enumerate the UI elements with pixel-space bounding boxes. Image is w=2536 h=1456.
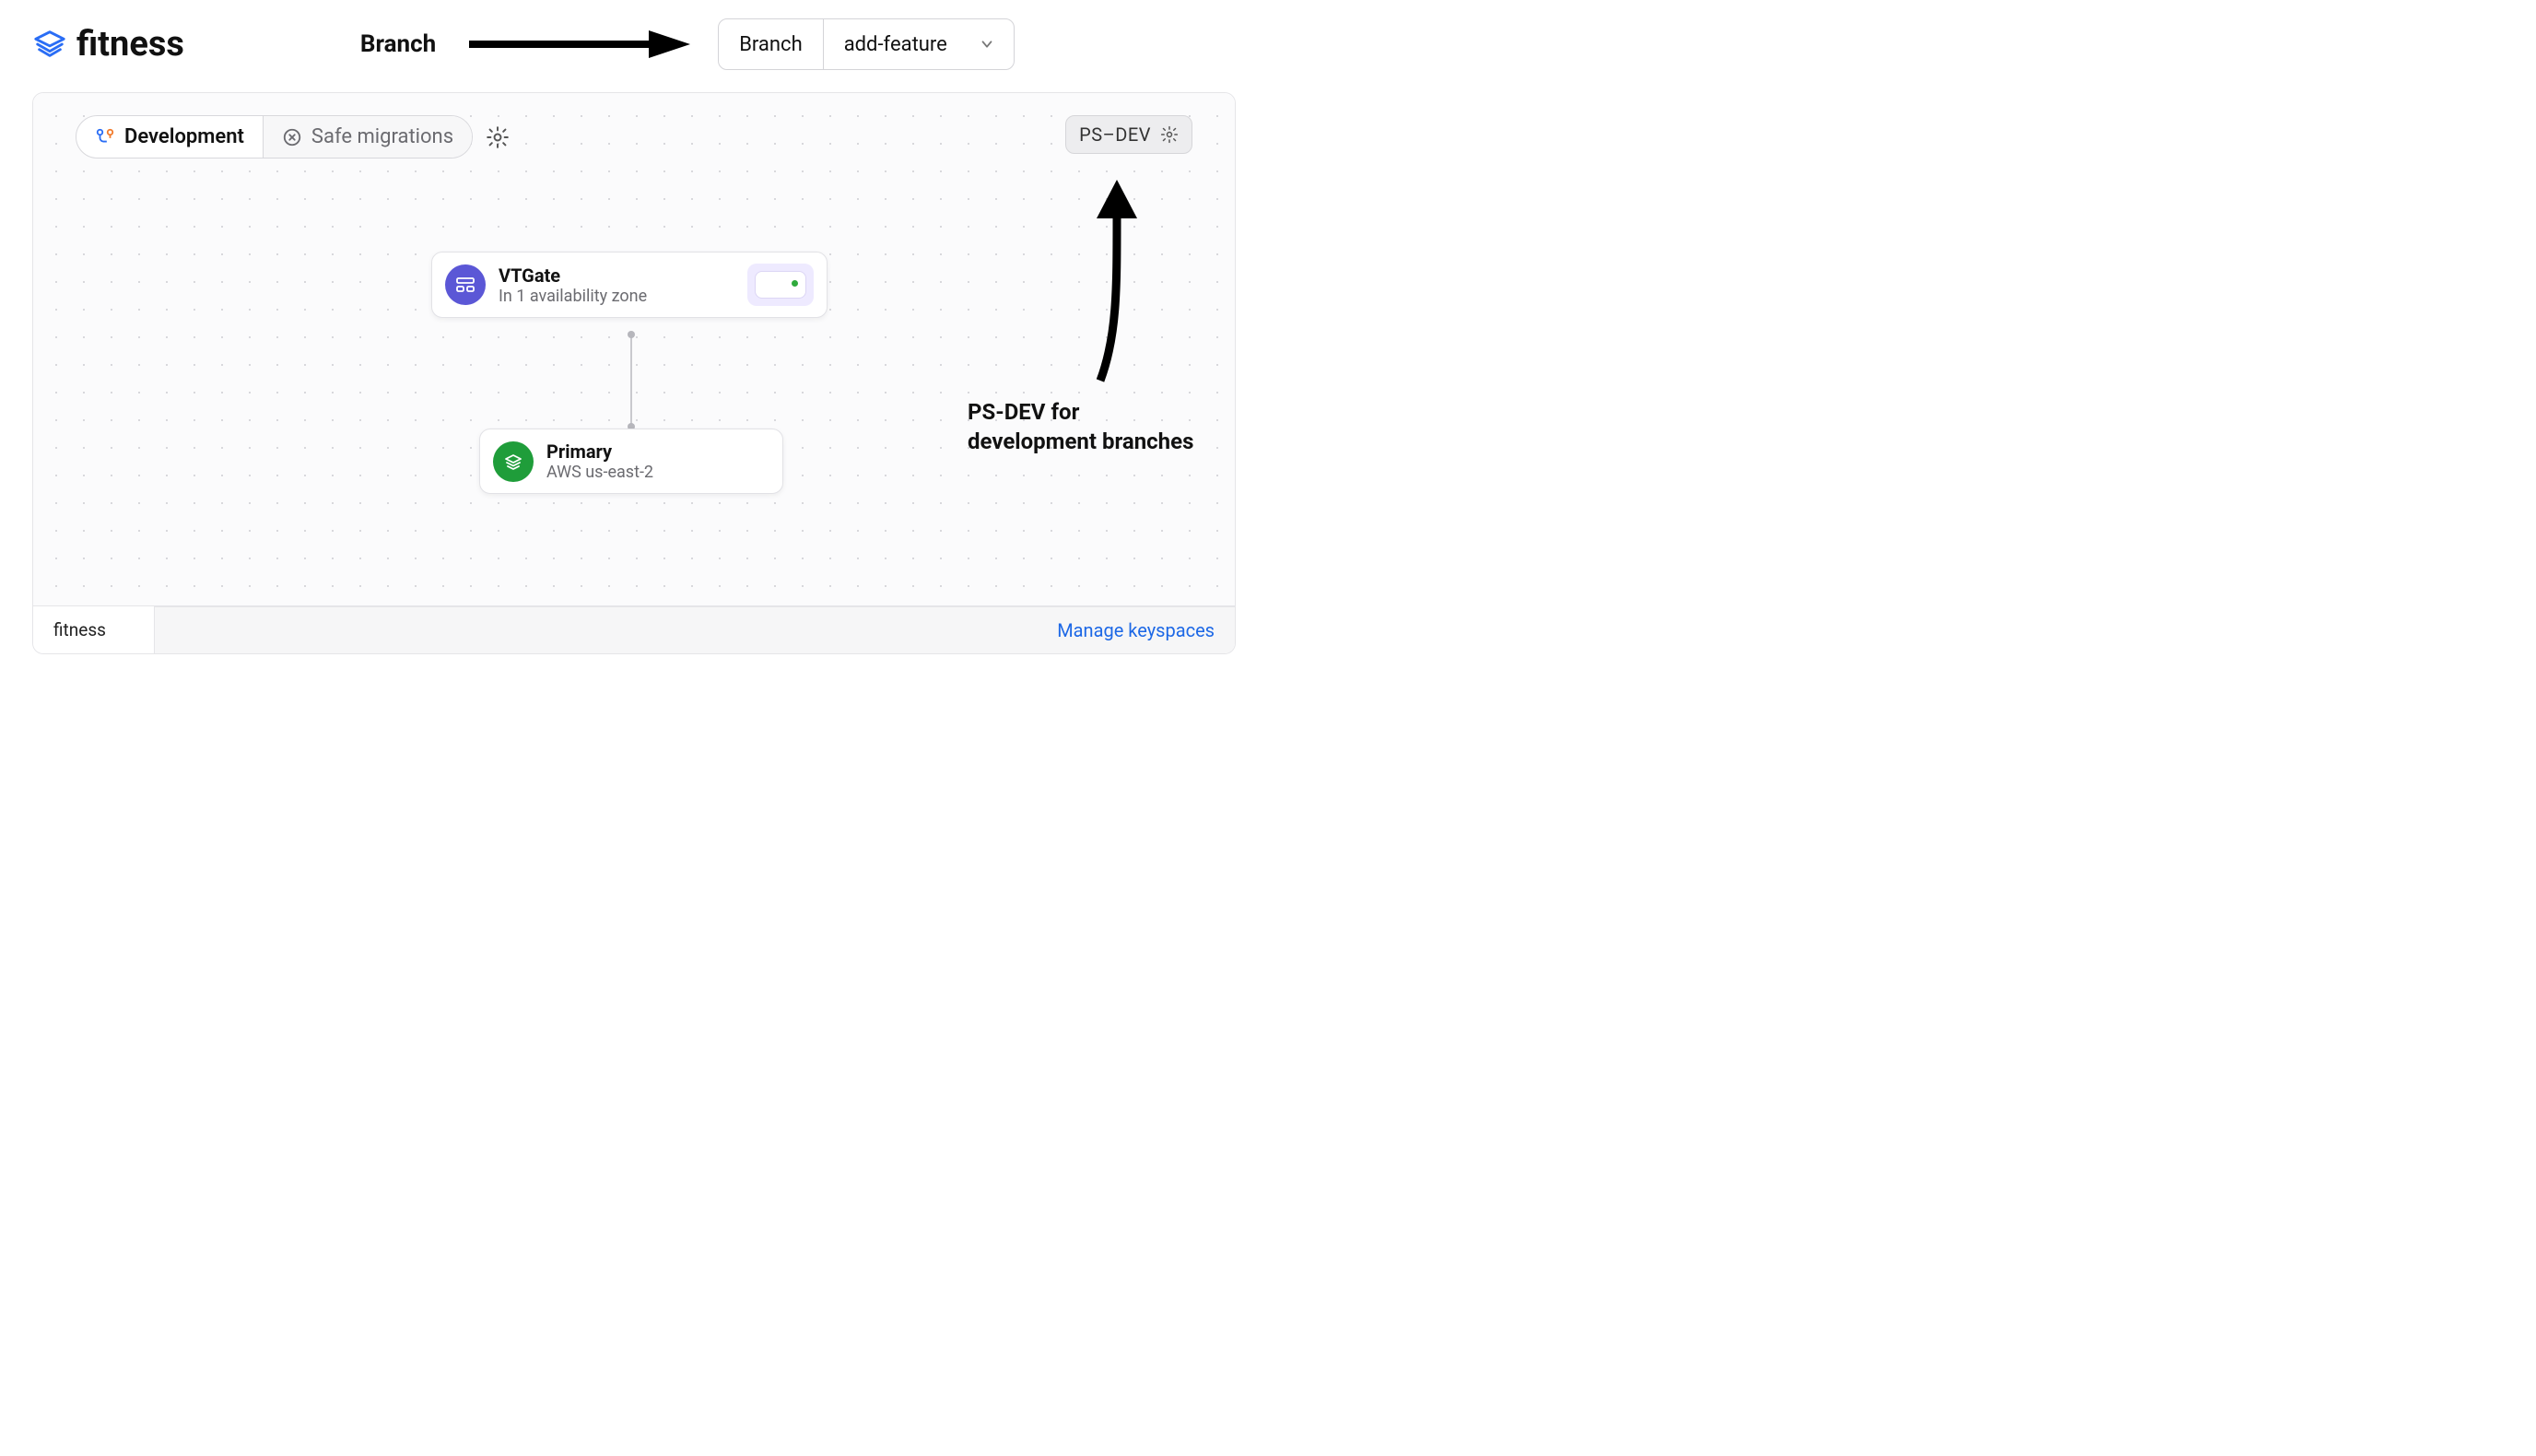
tab-safe-migrations[interactable]: Safe migrations [263,116,472,158]
topology-canvas: Development Safe migrations [33,93,1235,605]
node-vtgate[interactable]: VTGate In 1 availability zone [431,252,828,318]
chevron-down-icon [979,36,995,53]
branch-icon [95,127,115,147]
annotation-arrow [1089,180,1145,386]
footer-right: Manage keyspaces [155,606,1235,653]
app-title: fitness [76,24,184,65]
branch-selector-label: Branch [719,19,823,69]
node-primary-subtitle: AWS us-east-2 [546,463,653,482]
branch-selector-value[interactable]: add-feature [824,19,1014,69]
cluster-badge-label: PS–DEV [1079,123,1151,146]
annotation-text: PS-DEV for development branches [968,397,1207,457]
footer-db-name[interactable]: fitness [33,606,155,653]
close-circle-icon [282,127,302,147]
node-vtgate-title: VTGate [499,264,647,287]
cluster-badge[interactable]: PS–DEV [1065,115,1192,154]
tab-development[interactable]: Development [76,116,263,158]
node-status-chip[interactable] [747,264,814,306]
branch-selector[interactable]: Branch add-feature [718,18,1015,70]
arrow-up-icon [1089,180,1145,382]
status-dot-icon [792,280,798,287]
connector-dot [628,331,635,338]
canvas-panel: Development Safe migrations [32,92,1236,654]
node-vtgate-text: VTGate In 1 availability zone [499,264,647,306]
tab-development-label: Development [124,125,244,148]
arrow-right-icon [469,29,690,60]
node-primary-title: Primary [546,440,653,463]
status-indicator [755,271,806,299]
branch-callout-label: Branch [360,30,436,58]
node-vtgate-subtitle: In 1 availability zone [499,287,647,306]
segmented-control: Development Safe migrations [76,115,473,159]
node-primary[interactable]: Primary AWS us-east-2 [479,429,783,494]
branch-selector-value-text: add-feature [844,33,947,56]
manage-keyspaces-link[interactable]: Manage keyspaces [1057,619,1215,641]
logo-icon [32,27,67,62]
node-connector [630,335,632,429]
primary-icon [493,441,534,482]
node-primary-text: Primary AWS us-east-2 [546,440,653,482]
branch-mode-controls: Development Safe migrations [76,115,510,159]
vtgate-icon [445,264,486,305]
tab-safe-migrations-label: Safe migrations [311,125,453,148]
app-brand: fitness [32,24,184,65]
gear-icon[interactable] [486,125,510,149]
footer-bar: fitness Manage keyspaces [33,605,1235,653]
header: fitness Branch Branch add-feature [32,18,1236,70]
gear-icon [1160,125,1179,144]
